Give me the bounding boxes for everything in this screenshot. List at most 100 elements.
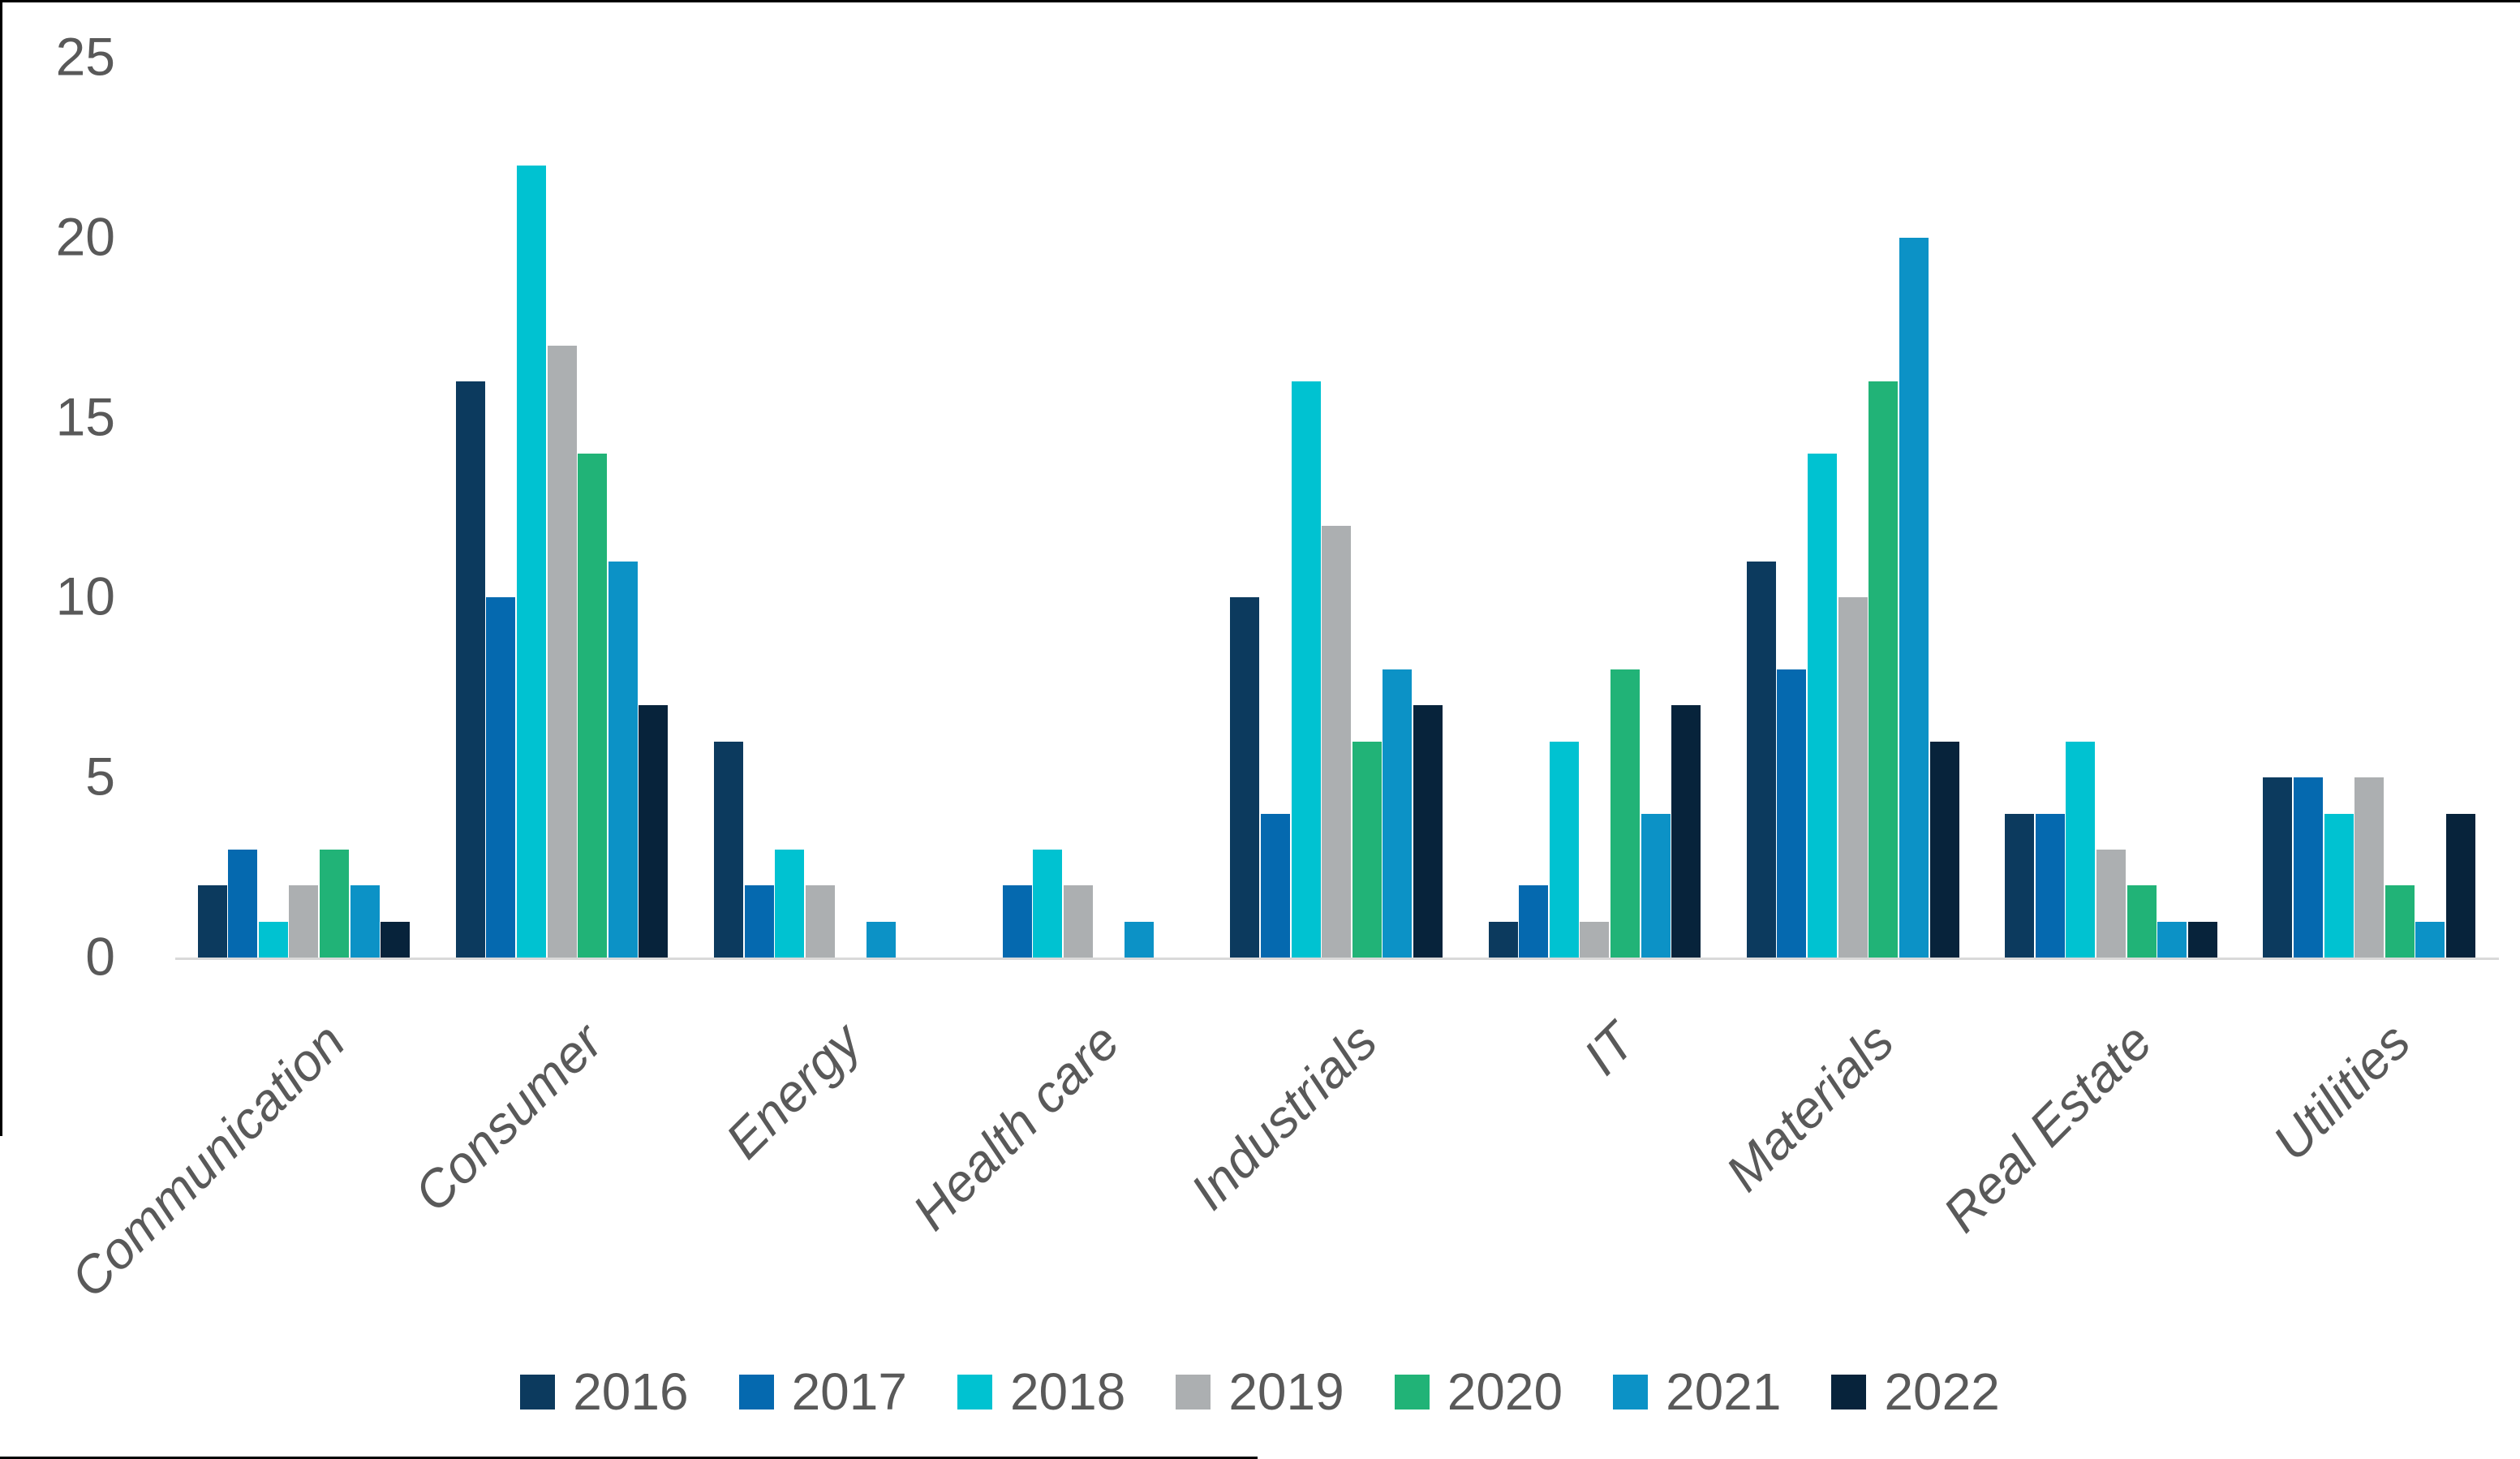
legend-label-2020: 2020 xyxy=(1447,1362,1563,1421)
y-tick-label-15: 15 xyxy=(55,386,115,447)
bottom-border-line xyxy=(0,1457,1258,1459)
legend-label-2022: 2022 xyxy=(1884,1362,2000,1421)
left-border-line xyxy=(0,0,2,1136)
legend-item-2018: 2018 xyxy=(957,1366,1125,1418)
top-border-line xyxy=(0,0,2520,2)
bar-real-estate-2019 xyxy=(2096,849,2126,958)
category-label-real-estate: Real Estate xyxy=(1931,1012,2163,1244)
legend: 2016 2017 2018 2019 2020 2021 2022 xyxy=(0,1366,2520,1418)
bar-consumer-2022 xyxy=(639,705,669,958)
bar-communication-2018 xyxy=(258,921,288,958)
bar-energy-2016 xyxy=(713,741,743,958)
category-label-energy: Energy xyxy=(714,1012,872,1170)
x-axis-line xyxy=(175,958,2499,960)
bar-materials-2020 xyxy=(1868,381,1899,958)
legend-swatch-2018 xyxy=(957,1374,992,1410)
legend-item-2022: 2022 xyxy=(1831,1362,2000,1421)
bar-materials-2017 xyxy=(1777,669,1807,958)
category-label-utilities: Utilities xyxy=(2261,1012,2421,1172)
legend-swatch-2017 xyxy=(738,1374,774,1410)
legend-swatch-2022 xyxy=(1831,1374,1867,1410)
bar-it-2022 xyxy=(1671,705,1701,958)
bar-energy-2018 xyxy=(775,849,805,958)
bar-materials-2021 xyxy=(1899,237,1929,958)
category-label-materials: Materials xyxy=(1714,1012,1905,1203)
bar-utilities-2017 xyxy=(2293,777,2323,958)
legend-swatch-2021 xyxy=(1613,1374,1649,1410)
legend-item-2019: 2019 xyxy=(1176,1366,1344,1418)
bar-utilities-2019 xyxy=(2354,777,2385,958)
bar-consumer-2021 xyxy=(608,562,638,958)
legend-item-2021: 2021 xyxy=(1613,1366,1781,1418)
legend-label-2018: 2018 xyxy=(1009,1362,1126,1421)
bar-energy-2021 xyxy=(867,921,897,958)
bar-consumer-2018 xyxy=(516,166,546,958)
category-label-it: IT xyxy=(1572,1012,1647,1087)
bar-industrials-2017 xyxy=(1261,813,1290,958)
bar-real-estate-2016 xyxy=(2005,813,2035,958)
bar-communication-2017 xyxy=(228,849,258,958)
y-tick-label-25: 25 xyxy=(55,26,115,87)
bar-it-2019 xyxy=(1580,921,1610,958)
bar-energy-2019 xyxy=(805,885,835,958)
legend-label-2017: 2017 xyxy=(791,1362,907,1421)
legend-swatch-2016 xyxy=(520,1374,556,1410)
category-label-consumer: Consumer xyxy=(402,1012,614,1223)
bar-utilities-2022 xyxy=(2445,813,2475,958)
bar-materials-2019 xyxy=(1838,597,1868,958)
bar-industrials-2019 xyxy=(1322,525,1352,958)
category-label-industrials: Industrials xyxy=(1179,1012,1389,1221)
bar-industrials-2022 xyxy=(1413,705,1443,958)
bar-energy-2017 xyxy=(744,885,774,958)
bar-it-2018 xyxy=(1549,741,1579,958)
bar-health-care-2017 xyxy=(1002,885,1032,958)
bar-consumer-2019 xyxy=(547,345,577,958)
category-label-communication: Communication xyxy=(58,1012,356,1309)
bar-communication-2021 xyxy=(350,885,380,958)
bar-consumer-2017 xyxy=(486,597,516,958)
y-tick-label-10: 10 xyxy=(55,566,115,627)
bar-consumer-2020 xyxy=(578,453,608,958)
bar-industrials-2016 xyxy=(1230,597,1260,958)
bar-industrials-2021 xyxy=(1383,669,1413,958)
legend-label-2016: 2016 xyxy=(573,1362,689,1421)
legend-item-2016: 2016 xyxy=(520,1362,689,1421)
legend-item-2020: 2020 xyxy=(1394,1362,1563,1421)
bar-materials-2018 xyxy=(1808,453,1838,958)
bar-it-2016 xyxy=(1488,921,1518,958)
bar-real-estate-2022 xyxy=(2187,921,2217,958)
bar-it-2020 xyxy=(1610,669,1641,958)
bar-health-care-2021 xyxy=(1125,921,1155,958)
bar-health-care-2018 xyxy=(1033,849,1063,958)
bar-industrials-2020 xyxy=(1352,741,1382,958)
bar-real-estate-2018 xyxy=(2066,741,2096,958)
bar-real-estate-2021 xyxy=(2157,921,2187,958)
bar-utilities-2020 xyxy=(2385,885,2415,958)
category-label-health-care: Health care xyxy=(901,1012,1130,1242)
bar-communication-2022 xyxy=(381,921,411,958)
legend-item-2017: 2017 xyxy=(738,1362,907,1421)
bar-communication-2019 xyxy=(289,885,319,958)
bar-materials-2016 xyxy=(1746,562,1776,958)
bar-utilities-2021 xyxy=(2415,921,2445,958)
bar-industrials-2018 xyxy=(1291,381,1321,958)
bar-utilities-2018 xyxy=(2324,813,2354,958)
bar-health-care-2019 xyxy=(1064,885,1094,958)
legend-swatch-2019 xyxy=(1176,1374,1211,1410)
y-tick-label-20: 20 xyxy=(55,206,115,267)
bar-communication-2016 xyxy=(197,885,227,958)
bar-utilities-2016 xyxy=(2263,777,2293,958)
bar-consumer-2016 xyxy=(455,381,485,958)
bar-real-estate-2020 xyxy=(2127,885,2157,958)
legend-label-2019: 2019 xyxy=(1228,1362,1344,1421)
bar-real-estate-2017 xyxy=(2035,813,2065,958)
legend-swatch-2020 xyxy=(1394,1374,1430,1410)
legend-label-2021: 2021 xyxy=(1666,1362,1782,1421)
bar-it-2017 xyxy=(1519,885,1549,958)
bar-materials-2022 xyxy=(1929,741,1959,958)
bar-communication-2020 xyxy=(319,849,349,958)
bar-it-2021 xyxy=(1641,813,1671,958)
y-tick-label-5: 5 xyxy=(85,746,115,807)
